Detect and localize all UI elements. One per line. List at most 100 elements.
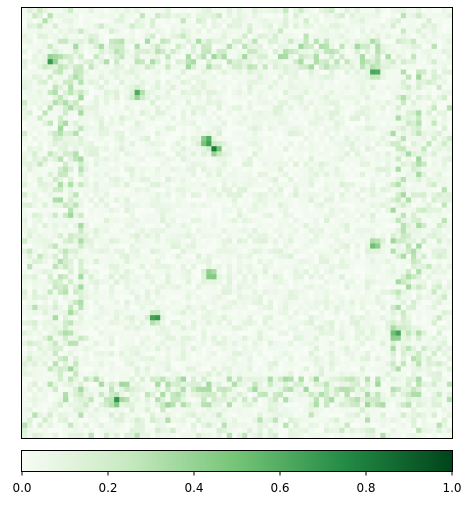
heatmap-cell bbox=[68, 146, 74, 152]
heatmap-cell bbox=[247, 54, 253, 60]
heatmap-cell bbox=[298, 89, 304, 96]
heatmap-cell bbox=[370, 294, 376, 301]
heatmap-cell bbox=[395, 253, 402, 260]
heatmap-cell bbox=[283, 130, 289, 137]
heatmap-cell bbox=[103, 233, 110, 239]
heatmap-cell bbox=[344, 320, 350, 326]
heatmap-cell bbox=[257, 350, 263, 357]
heatmap-cell bbox=[52, 110, 59, 116]
heatmap-cell bbox=[139, 212, 146, 219]
heatmap-cell bbox=[73, 274, 79, 280]
heatmap-cell bbox=[47, 79, 54, 86]
heatmap-cell bbox=[395, 59, 402, 65]
heatmap-cell bbox=[344, 125, 350, 132]
heatmap-cell bbox=[283, 182, 289, 188]
heatmap-cell bbox=[324, 243, 330, 249]
heatmap-cell bbox=[190, 54, 197, 60]
heatmap-cell bbox=[313, 217, 320, 224]
heatmap-cell bbox=[431, 48, 437, 55]
heatmap-cell bbox=[216, 115, 222, 121]
heatmap-cell bbox=[32, 48, 38, 55]
heatmap-cell bbox=[73, 156, 79, 162]
heatmap-cell bbox=[62, 356, 69, 362]
heatmap-cell bbox=[441, 130, 448, 137]
heatmap-cell bbox=[68, 340, 74, 347]
heatmap-cell bbox=[436, 335, 443, 342]
heatmap-cell bbox=[313, 294, 320, 301]
heatmap-cell bbox=[354, 64, 361, 70]
heatmap-cell bbox=[298, 105, 304, 111]
heatmap-cell bbox=[262, 89, 269, 96]
heatmap-cell bbox=[283, 315, 289, 321]
heatmap-cell bbox=[359, 207, 366, 214]
heatmap-cell bbox=[303, 105, 309, 111]
heatmap-cell bbox=[257, 243, 263, 249]
heatmap-cell bbox=[129, 217, 135, 224]
heatmap-cell bbox=[303, 38, 309, 45]
heatmap-cell bbox=[313, 197, 320, 203]
heatmap-cell bbox=[103, 340, 110, 347]
heatmap-cell bbox=[370, 212, 376, 219]
heatmap-cell bbox=[47, 269, 54, 275]
heatmap-cell bbox=[375, 115, 381, 121]
heatmap-cell bbox=[170, 79, 176, 86]
heatmap-cell bbox=[416, 289, 422, 295]
heatmap-cell bbox=[308, 43, 315, 50]
heatmap-cell bbox=[380, 192, 386, 198]
heatmap-cell bbox=[390, 238, 396, 244]
heatmap-cell bbox=[88, 207, 94, 214]
heatmap-cell bbox=[298, 345, 304, 352]
heatmap-cell bbox=[109, 325, 115, 331]
heatmap-cell bbox=[272, 289, 279, 295]
heatmap-cell bbox=[93, 202, 100, 208]
heatmap-cell bbox=[431, 130, 437, 137]
heatmap-cell bbox=[37, 59, 43, 65]
heatmap-cell bbox=[226, 33, 233, 40]
heatmap-cell bbox=[272, 294, 279, 301]
heatmap-cell bbox=[416, 95, 422, 101]
heatmap-cell bbox=[206, 253, 212, 260]
heatmap-cell bbox=[344, 33, 350, 40]
heatmap-cell bbox=[165, 48, 171, 55]
heatmap-cell bbox=[400, 23, 407, 29]
heatmap-cell bbox=[431, 274, 437, 280]
heatmap-cell bbox=[262, 171, 269, 178]
heatmap-cell bbox=[349, 315, 356, 321]
heatmap-cell bbox=[242, 243, 248, 249]
heatmap-cell bbox=[416, 315, 422, 321]
heatmap-cell bbox=[155, 59, 161, 65]
heatmap-cell bbox=[303, 294, 309, 301]
heatmap-cell bbox=[83, 176, 89, 183]
heatmap-cell bbox=[165, 59, 171, 65]
heatmap-cell bbox=[303, 95, 309, 101]
heatmap-cell bbox=[324, 125, 330, 132]
heatmap-cell bbox=[344, 361, 350, 367]
heatmap-cell bbox=[411, 79, 417, 86]
heatmap-cell bbox=[242, 310, 248, 316]
heatmap-cell bbox=[124, 166, 130, 173]
heatmap-cell bbox=[318, 325, 325, 331]
heatmap-cell bbox=[47, 294, 54, 301]
heatmap-cell bbox=[375, 335, 381, 342]
heatmap-cell bbox=[334, 315, 340, 321]
heatmap-cell bbox=[318, 54, 325, 60]
heatmap-cell bbox=[62, 8, 69, 14]
heatmap-cell bbox=[359, 18, 366, 24]
heatmap-cell bbox=[129, 274, 135, 280]
heatmap-cell bbox=[109, 171, 115, 178]
heatmap-cell bbox=[93, 238, 100, 244]
heatmap-cell bbox=[375, 161, 381, 167]
heatmap-cell bbox=[37, 207, 43, 214]
heatmap-cell bbox=[124, 217, 130, 224]
heatmap-cell bbox=[42, 299, 48, 306]
heatmap-cell bbox=[277, 28, 284, 34]
heatmap-cell bbox=[441, 192, 448, 198]
heatmap-cell bbox=[318, 284, 325, 290]
heatmap-cell bbox=[262, 79, 269, 86]
heatmap-cell bbox=[252, 84, 258, 91]
heatmap-cell bbox=[283, 100, 289, 106]
heatmap-cell bbox=[119, 315, 125, 321]
heatmap-cell bbox=[52, 202, 59, 208]
heatmap-cell bbox=[380, 43, 386, 50]
heatmap-cell bbox=[32, 202, 38, 208]
